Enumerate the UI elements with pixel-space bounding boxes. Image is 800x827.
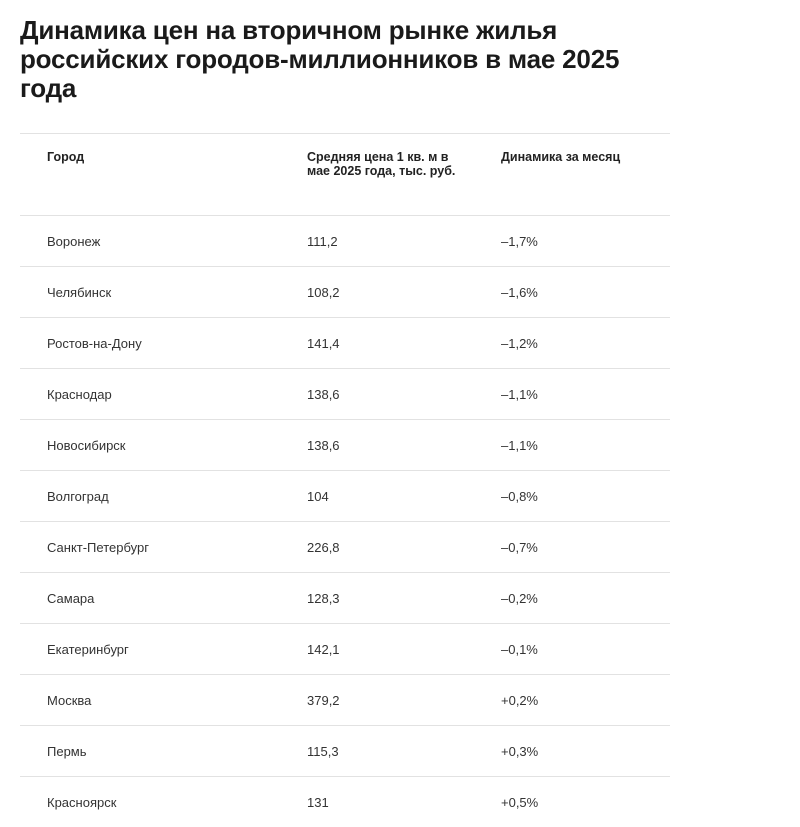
table-row: Екатеринбург 142,1 –0,1% — [20, 624, 670, 675]
city-cell: Новосибирск — [47, 438, 126, 453]
header-avg-price: Средняя цена 1 кв. м в мае 2025 года, ты… — [307, 150, 456, 178]
price-cell: 108,2 — [307, 285, 340, 300]
change-cell: +0,2% — [501, 693, 539, 708]
table-row: Волгоград 104 –0,8% — [20, 471, 670, 522]
table-row: Новосибирск 138,6 –1,1% — [20, 420, 670, 471]
table-row: Красноярск 131 +0,5% — [20, 777, 670, 827]
table-row: Москва 379,2 +0,2% — [20, 675, 670, 726]
table-row: Санкт-Петербург 226,8 –0,7% — [20, 522, 670, 573]
price-cell: 141,4 — [307, 336, 340, 351]
city-cell: Екатеринбург — [47, 642, 129, 657]
city-cell: Краснодар — [47, 387, 112, 402]
header-monthly-change: Динамика за месяц — [501, 150, 621, 164]
table-row: Краснодар 138,6 –1,1% — [20, 369, 670, 420]
city-cell: Москва — [47, 693, 92, 708]
price-cell: 226,8 — [307, 540, 340, 555]
change-cell: –1,1% — [501, 387, 538, 402]
price-table: Город Средняя цена 1 кв. м в мае 2025 го… — [20, 133, 670, 827]
price-cell: 379,2 — [307, 693, 340, 708]
header-city: Город — [47, 150, 85, 164]
price-cell: 104 — [307, 489, 329, 504]
price-cell: 138,6 — [307, 438, 340, 453]
city-cell: Санкт-Петербург — [47, 540, 149, 555]
change-cell: –1,1% — [501, 438, 538, 453]
city-cell: Воронеж — [47, 234, 101, 249]
price-cell: 142,1 — [307, 642, 340, 657]
city-cell: Волгоград — [47, 489, 109, 504]
city-cell: Пермь — [47, 744, 87, 759]
price-cell: 138,6 — [307, 387, 340, 402]
price-cell: 115,3 — [307, 744, 339, 759]
table-row: Челябинск 108,2 –1,6% — [20, 267, 670, 318]
page-title: Динамика цен на вторичном рынке жилья ро… — [20, 15, 620, 103]
change-cell: +0,3% — [501, 744, 539, 759]
change-cell: –1,7% — [501, 234, 538, 249]
city-cell: Ростов-на-Дону — [47, 336, 142, 351]
table-header-row: Город Средняя цена 1 кв. м в мае 2025 го… — [20, 134, 670, 216]
city-cell: Красноярск — [47, 795, 117, 810]
change-cell: –0,1% — [501, 642, 538, 657]
table-row: Ростов-на-Дону 141,4 –1,2% — [20, 318, 670, 369]
city-cell: Челябинск — [47, 285, 112, 300]
change-cell: –0,8% — [501, 489, 538, 504]
change-cell: +0,5% — [501, 795, 539, 810]
price-cell: 111,2 — [307, 234, 338, 249]
change-cell: –0,7% — [501, 540, 538, 555]
table-row: Самара 128,3 –0,2% — [20, 573, 670, 624]
price-cell: 128,3 — [307, 591, 340, 606]
city-cell: Самара — [47, 591, 95, 606]
change-cell: –0,2% — [501, 591, 538, 606]
table-row: Воронеж 111,2 –1,7% — [20, 216, 670, 267]
change-cell: –1,2% — [501, 336, 538, 351]
change-cell: –1,6% — [501, 285, 538, 300]
price-cell: 131 — [307, 795, 329, 810]
table-row: Пермь 115,3 +0,3% — [20, 726, 670, 777]
